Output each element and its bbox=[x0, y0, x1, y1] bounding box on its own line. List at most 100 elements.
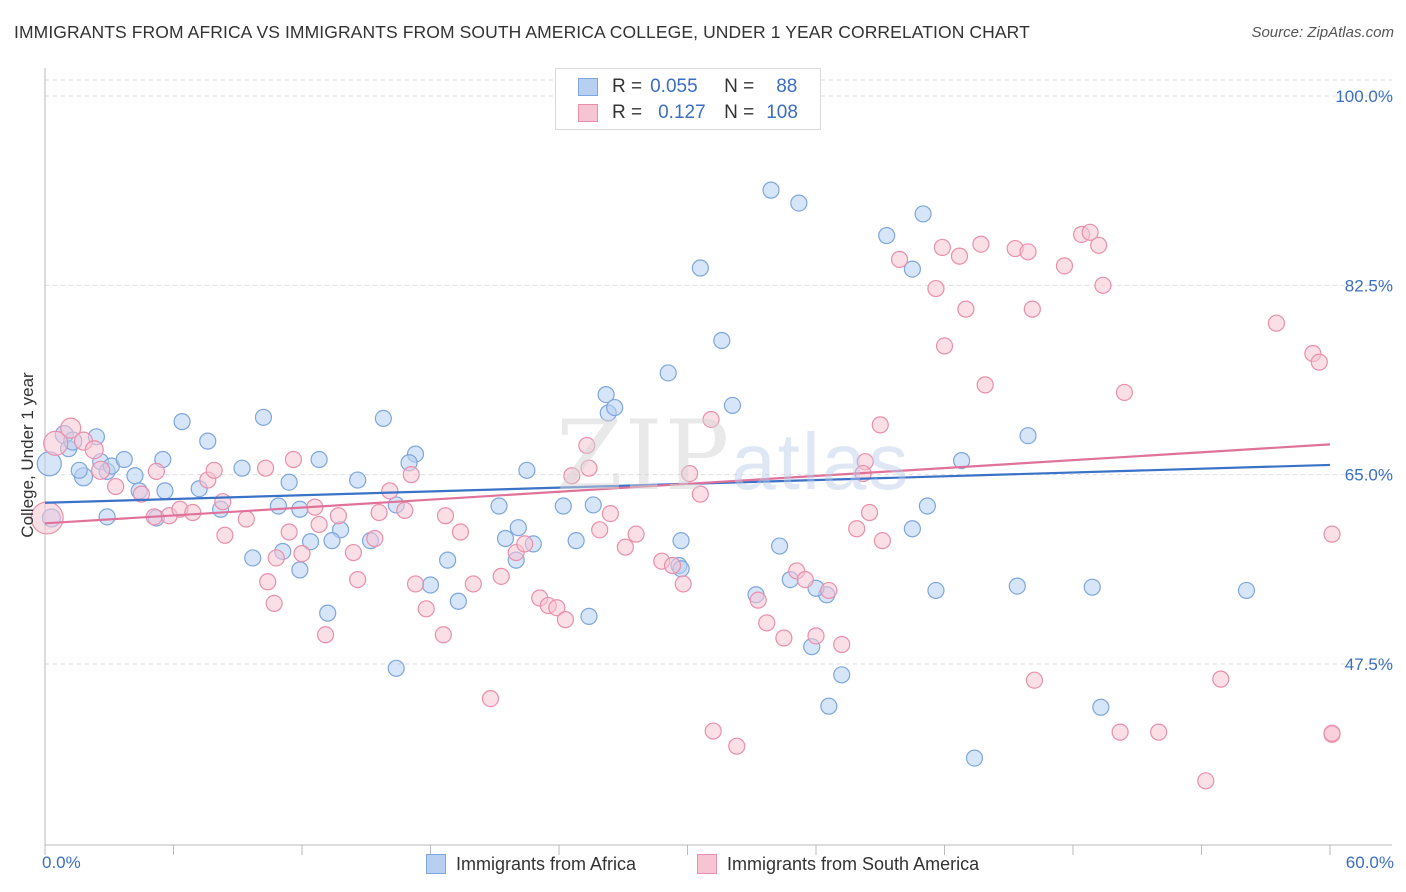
x-tick-label-max: 60.0% bbox=[1346, 853, 1394, 872]
data-point-africa bbox=[606, 398, 624, 417]
africa-r-label: R = bbox=[612, 76, 643, 97]
data-point-south-america bbox=[492, 567, 510, 585]
data-point-south-america bbox=[749, 591, 767, 609]
data-point-south-america bbox=[293, 545, 311, 563]
data-point-south-america bbox=[1323, 724, 1341, 742]
data-point-south-america bbox=[1023, 300, 1041, 318]
data-point-africa bbox=[244, 549, 262, 567]
data-point-south-america bbox=[1081, 223, 1099, 241]
y-axis-title: College, Under 1 year bbox=[18, 372, 37, 538]
data-point-south-america bbox=[601, 505, 620, 523]
data-point-africa bbox=[173, 413, 191, 431]
data-point-africa bbox=[1008, 577, 1026, 595]
data-point-africa bbox=[597, 385, 615, 404]
bottom-sa-label: Immigrants from South America bbox=[727, 853, 980, 874]
stats-legend: R = 0.055 N = 88 R = 0.127 N = 108 bbox=[555, 68, 821, 130]
data-point-south-america bbox=[43, 430, 69, 456]
data-point-south-america bbox=[402, 466, 420, 484]
data-point-africa bbox=[70, 461, 88, 479]
data-point-south-america bbox=[406, 575, 425, 593]
data-point-south-america bbox=[381, 482, 399, 500]
data-point-south-america bbox=[280, 523, 298, 541]
data-point-south-america bbox=[366, 529, 384, 548]
data-point-africa bbox=[301, 533, 320, 551]
data-point-africa bbox=[833, 666, 851, 684]
data-point-south-america bbox=[796, 570, 814, 589]
data-point-africa bbox=[903, 260, 921, 278]
data-point-south-america bbox=[464, 575, 482, 593]
data-point-africa bbox=[490, 497, 508, 515]
data-point-africa bbox=[659, 364, 677, 382]
data-point-africa bbox=[374, 409, 392, 427]
data-point-south-america bbox=[184, 503, 202, 522]
data-point-africa bbox=[439, 551, 457, 569]
data-point-south-america bbox=[316, 626, 335, 644]
data-point-africa bbox=[1092, 698, 1110, 716]
africa-r-value: 0.055 bbox=[650, 76, 698, 97]
data-point-south-america bbox=[591, 521, 609, 539]
data-point-south-america bbox=[927, 279, 945, 298]
data-point-south-america bbox=[957, 300, 975, 318]
trend-line-south-america bbox=[44, 443, 1331, 525]
bottom-sa-swatch bbox=[697, 854, 717, 874]
data-point-south-america bbox=[265, 594, 283, 612]
data-point-africa bbox=[496, 529, 515, 548]
data-point-south-america bbox=[691, 485, 709, 503]
x-tick-label-min: 0.0% bbox=[42, 853, 81, 872]
data-point-south-america bbox=[310, 515, 328, 534]
data-point-south-america bbox=[976, 376, 994, 394]
data-point-south-america bbox=[132, 485, 150, 503]
data-point-south-america bbox=[451, 523, 470, 541]
data-point-south-america bbox=[417, 600, 435, 618]
africa-swatch bbox=[578, 78, 598, 96]
data-point-south-america bbox=[91, 460, 111, 480]
data-point-africa bbox=[878, 226, 896, 245]
data-point-africa bbox=[567, 532, 585, 550]
data-point-africa bbox=[580, 607, 598, 625]
data-point-south-america bbox=[1115, 383, 1134, 402]
data-point-south-america bbox=[1019, 243, 1037, 261]
data-point-africa bbox=[233, 459, 251, 477]
data-point-africa bbox=[820, 697, 838, 715]
data-point-africa bbox=[387, 659, 405, 677]
data-point-south-america bbox=[950, 247, 969, 265]
data-point-south-america bbox=[807, 627, 825, 645]
data-point-south-america bbox=[349, 570, 367, 589]
watermark: ZIPatlas bbox=[556, 400, 910, 512]
data-point-south-america bbox=[681, 464, 699, 483]
data-point-africa bbox=[319, 604, 337, 622]
bottom-legend-africa: Immigrants from Africa bbox=[426, 852, 636, 876]
data-point-africa bbox=[421, 576, 440, 594]
data-point-africa bbox=[291, 500, 309, 518]
data-point-south-america bbox=[1212, 670, 1230, 688]
africa-n-value: 88 bbox=[776, 76, 798, 97]
data-point-south-america bbox=[205, 461, 223, 479]
data-point-south-america bbox=[256, 459, 275, 477]
data-point-south-america bbox=[833, 635, 851, 654]
data-point-africa bbox=[280, 473, 298, 491]
y-tick-label: 47.5% bbox=[1345, 655, 1393, 674]
data-point-south-america bbox=[1150, 723, 1168, 741]
y-tick-label: 82.5% bbox=[1345, 276, 1393, 295]
data-point-south-america bbox=[933, 238, 951, 257]
y-tick-label: 100.0% bbox=[1335, 87, 1393, 106]
data-point-south-america bbox=[860, 503, 879, 522]
data-point-africa bbox=[115, 450, 133, 469]
data-point-south-america bbox=[890, 250, 909, 268]
data-point-south-america bbox=[873, 532, 891, 550]
data-point-south-america bbox=[674, 575, 692, 593]
data-point-south-america bbox=[758, 614, 776, 632]
data-point-south-america bbox=[702, 410, 720, 429]
data-point-africa bbox=[1083, 578, 1101, 596]
data-point-south-america bbox=[616, 538, 634, 556]
data-point-africa bbox=[518, 461, 536, 479]
data-point-africa bbox=[310, 450, 328, 469]
data-point-south-america bbox=[329, 507, 348, 525]
data-point-south-america bbox=[516, 535, 534, 553]
data-point-africa bbox=[903, 520, 921, 538]
data-point-africa bbox=[1237, 581, 1256, 600]
data-point-south-america bbox=[820, 581, 838, 600]
data-point-south-america bbox=[1094, 276, 1112, 294]
data-point-south-america bbox=[1090, 236, 1108, 254]
data-point-africa bbox=[691, 259, 709, 277]
